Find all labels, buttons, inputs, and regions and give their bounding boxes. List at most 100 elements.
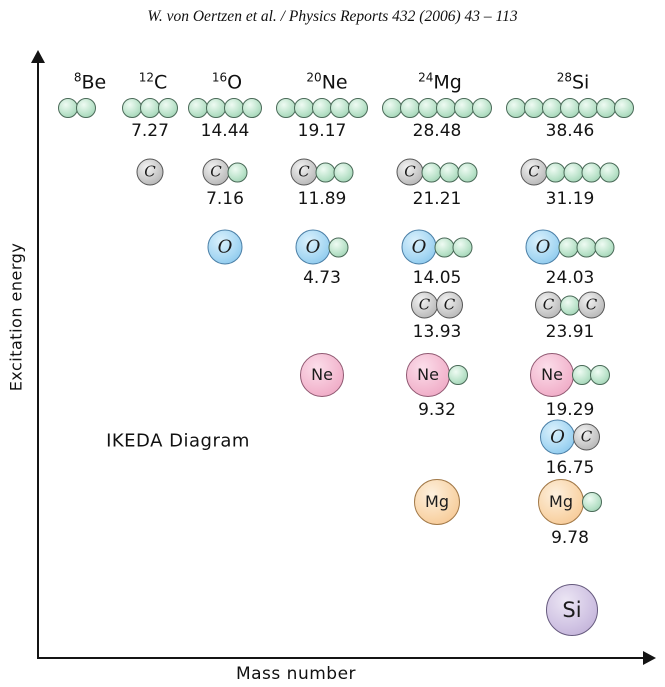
alpha-particle-ball (578, 98, 598, 118)
threshold-energy-28si-ne-2alpha: 19.29 (545, 400, 595, 420)
alpha-particle-ball (590, 365, 610, 385)
oxygen-cluster-ball: O (401, 229, 437, 265)
alpha-particle-ball (572, 365, 592, 385)
threshold-energy-20ne-5alpha: 19.17 (297, 121, 347, 141)
x-axis-line (37, 657, 645, 659)
ball-symbol: C (542, 295, 555, 314)
cluster-28si-7alpha (506, 98, 634, 118)
threshold-energy-24mg-6alpha: 28.48 (412, 121, 462, 141)
x-axis-label: Mass number (235, 664, 357, 684)
threshold-energy-12c-3alpha: 7.27 (131, 121, 169, 141)
alpha-particle-ball (563, 162, 584, 182)
alpha-particle-ball (596, 98, 616, 118)
cluster-28si-si: Si (546, 584, 598, 636)
cluster-20ne-c-2alpha: C (290, 158, 354, 186)
alpha-particle-ball (448, 365, 468, 385)
carbon-cluster-ball: C (520, 158, 548, 186)
x-axis-arrow-icon (643, 651, 656, 665)
cluster-12c-c: C (136, 158, 164, 186)
alpha-particle-ball (58, 98, 78, 118)
alpha-particle-ball (558, 237, 579, 257)
cluster-28si-ne-2alpha: Ne (530, 353, 610, 397)
neon-cluster-ball: Ne (300, 353, 344, 397)
threshold-energy-20ne-o-1alpha: 4.73 (303, 267, 341, 288)
cluster-16o-o: O (207, 229, 243, 265)
threshold-energy-28si-c-alpha-c: 23.91 (545, 321, 595, 342)
ball-symbol: Si (562, 597, 582, 622)
ball-symbol: C (528, 162, 540, 181)
oxygen-cluster-ball: O (540, 419, 575, 455)
isotope-label-28si: 28Si (556, 70, 590, 94)
alpha-particle-ball (524, 98, 544, 118)
carbon-cluster-ball: C (411, 291, 438, 319)
alpha-particle-ball (348, 98, 368, 118)
alpha-particle-ball (421, 162, 442, 182)
threshold-energy-16o-4alpha: 14.44 (200, 121, 250, 141)
oxygen-cluster-ball: O (207, 229, 243, 265)
alpha-particle-ball (227, 162, 248, 182)
cluster-20ne-5alpha (276, 98, 368, 118)
alpha-particle-ball (545, 162, 566, 182)
ball-symbol: O (535, 236, 551, 257)
alpha-particle-ball (158, 98, 178, 118)
alpha-particle-ball (594, 237, 615, 257)
ball-symbol: O (550, 426, 565, 447)
ball-symbol: Ne (311, 365, 333, 384)
carbon-cluster-ball: C (578, 291, 605, 319)
isotope-label-20ne: 20Ne (306, 70, 348, 94)
threshold-energy-24mg-o-2alpha: 14.05 (412, 267, 462, 288)
threshold-energy-24mg-c-3alpha: 21.21 (412, 188, 462, 209)
alpha-particle-ball (472, 98, 492, 118)
carbon-cluster-ball: C (396, 158, 424, 186)
cluster-24mg-mg: Mg (414, 479, 460, 525)
cluster-20ne-o-1alpha: O (295, 229, 349, 265)
ball-symbol: O (411, 236, 427, 257)
isotope-label-16o: 16O (211, 70, 243, 94)
ball-symbol: Mg (425, 492, 449, 511)
carbon-cluster-ball: C (290, 158, 318, 186)
y-axis-line (37, 60, 39, 658)
cluster-24mg-ne-1alpha: Ne (406, 353, 468, 397)
carbon-cluster-ball: C (202, 158, 230, 186)
cluster-24mg-c-3alpha: C (396, 158, 478, 186)
alpha-particle-ball (457, 162, 478, 182)
alpha-particle-ball (328, 237, 349, 257)
alpha-particle-ball (330, 98, 350, 118)
alpha-particle-ball (418, 98, 438, 118)
alpha-particle-ball (436, 98, 456, 118)
alpha-particle-ball (312, 98, 332, 118)
cluster-28si-o-3alpha: O (525, 229, 615, 265)
alpha-particle-ball (582, 492, 602, 512)
carbon-cluster-ball: C (436, 291, 463, 319)
magnesium-cluster-ball: Mg (414, 479, 460, 525)
alpha-particle-ball (576, 237, 597, 257)
ball-symbol: Mg (549, 492, 573, 511)
neon-cluster-ball: Ne (406, 353, 450, 397)
alpha-particle-ball (560, 295, 580, 315)
alpha-particle-ball (224, 98, 244, 118)
carbon-cluster-ball: C (573, 423, 600, 451)
threshold-energy-28si-o-3alpha: 24.03 (545, 267, 595, 288)
cluster-8be-2alpha (58, 98, 96, 118)
alpha-particle-ball (276, 98, 296, 118)
ball-symbol: Ne (541, 365, 563, 384)
cluster-16o-c-1alpha: C (202, 158, 248, 186)
alpha-particle-ball (614, 98, 634, 118)
threshold-energy-24mg-ne-1alpha: 9.32 (418, 400, 456, 420)
alpha-particle-ball (400, 98, 420, 118)
isotope-label-24mg: 24Mg (418, 70, 462, 94)
cluster-28si-mg-1alpha: Mg (538, 479, 602, 525)
cluster-24mg-o-2alpha: O (401, 229, 473, 265)
ball-symbol: O (305, 236, 321, 257)
cluster-16o-4alpha (188, 98, 262, 118)
alpha-particle-ball (439, 162, 460, 182)
carbon-cluster-ball: C (136, 158, 164, 186)
alpha-particle-ball (382, 98, 402, 118)
threshold-energy-16o-c-1alpha: 7.16 (206, 188, 244, 209)
ball-symbol: C (580, 427, 593, 446)
oxygen-cluster-ball: O (295, 229, 331, 265)
alpha-particle-ball (294, 98, 314, 118)
alpha-particle-ball (542, 98, 562, 118)
